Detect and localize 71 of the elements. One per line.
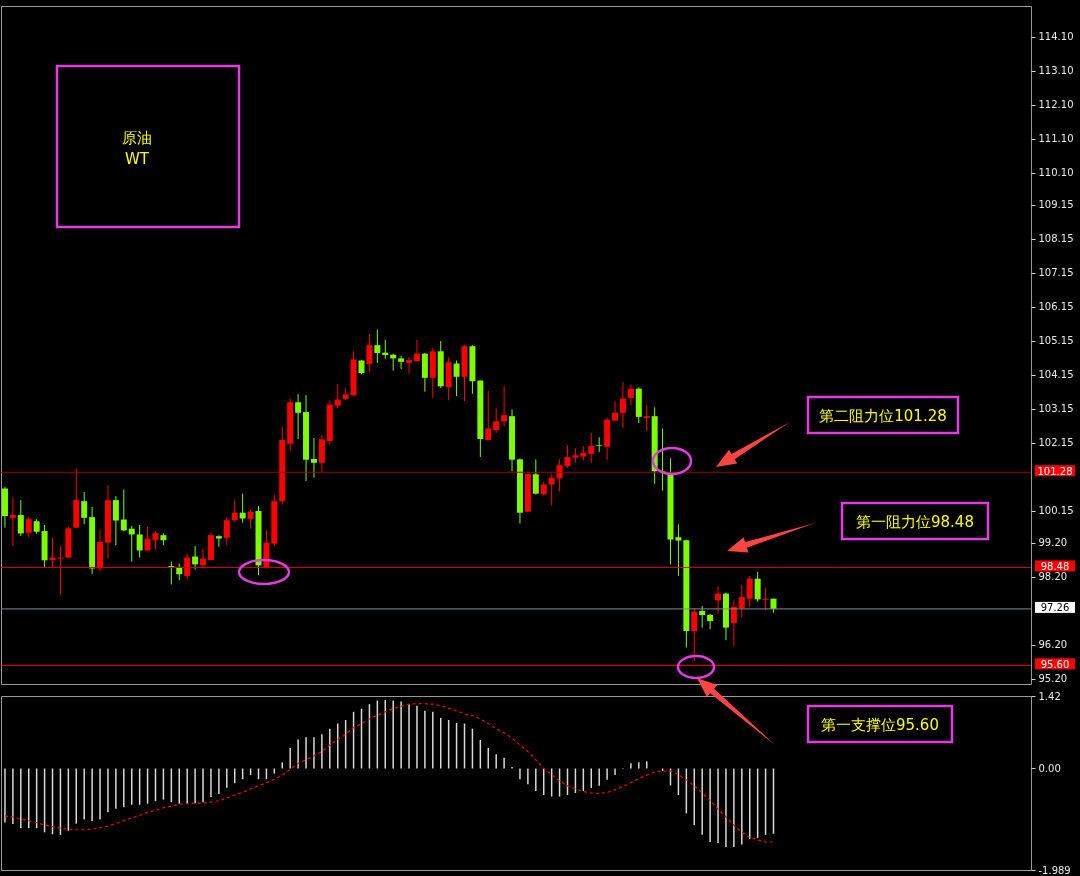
candlestick [168, 561, 175, 585]
candlestick [295, 393, 302, 440]
y-tick-label: 112.10 [1038, 99, 1074, 111]
candlestick [532, 458, 539, 495]
candlestick [25, 516, 32, 538]
y-tick-label: 109.15 [1038, 199, 1074, 211]
candlestick [184, 553, 191, 579]
candlestick [200, 548, 207, 569]
annotation: 第一阻力位98.48 [856, 512, 974, 531]
y-tick-label: 108.15 [1038, 233, 1074, 245]
candlestick [501, 385, 508, 427]
annotation: 第二阻力位101.28 [819, 406, 947, 425]
candlestick [247, 508, 254, 530]
y-tick-label: 107.15 [1038, 267, 1074, 279]
y-tick-label: 0.00 [1038, 762, 1061, 774]
y-tick-label: 111.10 [1038, 133, 1074, 145]
y-tick-label: 110.10 [1038, 167, 1074, 179]
candlestick [81, 491, 88, 525]
candlestick [120, 489, 127, 532]
candlestick [691, 607, 698, 662]
candlestick [643, 404, 650, 432]
y-tick-label: 103.15 [1038, 403, 1074, 415]
candlestick [485, 390, 492, 441]
candlestick [619, 381, 626, 429]
y-tick-label: 98.20 [1038, 571, 1068, 583]
y-tick-label: 104.15 [1038, 369, 1074, 381]
candlestick [493, 407, 500, 434]
candlestick [9, 497, 16, 547]
candlestick [596, 436, 603, 453]
ref-line-label: 98.48 [1040, 560, 1070, 572]
candlestick [215, 534, 222, 548]
candlestick [334, 383, 341, 409]
candlestick [136, 524, 143, 559]
ref-line-label: 95.60 [1040, 658, 1070, 670]
candlestick [548, 473, 555, 507]
candlestick [310, 437, 317, 479]
candlestick [366, 333, 373, 373]
candlestick [699, 605, 706, 629]
candlestick [556, 458, 563, 493]
candlestick [231, 499, 238, 523]
candlestick [413, 339, 420, 363]
candlestick [398, 355, 405, 370]
candlestick [627, 384, 634, 407]
y-tick-label: 95.20 [1038, 673, 1068, 685]
y-tick-label: 105.15 [1038, 335, 1074, 347]
line-series [4, 703, 775, 843]
text: 原油 WT [122, 129, 152, 168]
annotation: 第一支撑位95.60 [821, 715, 939, 734]
y-tick-label: -1.989 [1038, 864, 1071, 876]
candlestick [374, 329, 381, 364]
candlestick [588, 432, 595, 464]
candlestick [746, 575, 753, 608]
y-tick-label: 106.15 [1038, 301, 1074, 313]
candlestick [453, 359, 460, 397]
ref-line-label: 97.26 [1040, 602, 1070, 614]
candlestick [318, 434, 325, 473]
candlestick [112, 495, 119, 546]
y-tick-label: 96.20 [1038, 639, 1068, 651]
candlestick [152, 530, 159, 550]
candlestick [223, 516, 230, 546]
candlestick [406, 356, 413, 375]
y-tick-label: 99.20 [1038, 537, 1068, 549]
y-tick-label: 100.15 [1038, 505, 1074, 517]
candlestick [17, 499, 24, 537]
candlestick [707, 613, 714, 630]
candlestick [738, 584, 745, 619]
y-tick-label: 102.15 [1038, 437, 1074, 449]
y-tick-label: 1.42 [1038, 690, 1061, 702]
y-tick-label: 114.10 [1038, 31, 1074, 43]
y-tick-label: 113.10 [1038, 65, 1074, 77]
candlestick [754, 571, 761, 603]
